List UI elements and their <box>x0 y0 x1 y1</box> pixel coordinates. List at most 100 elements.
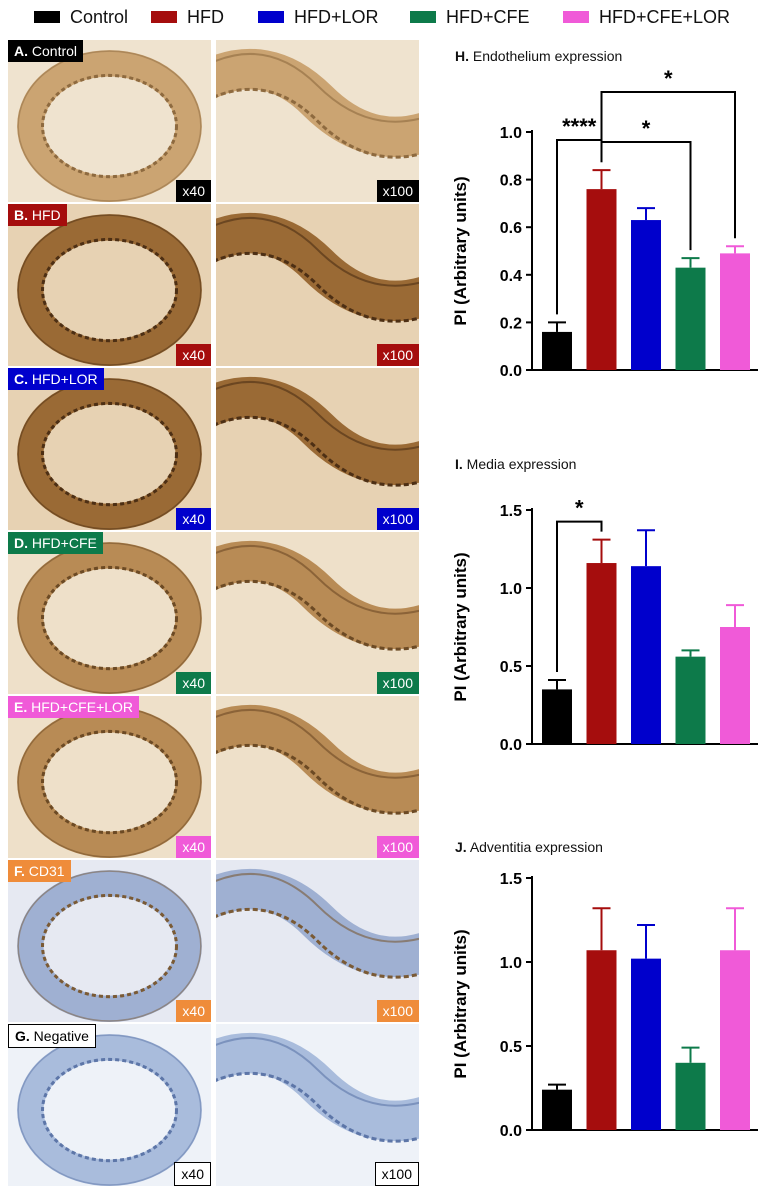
legend-swatch <box>563 11 589 23</box>
y-tick-label: 1.5 <box>500 871 522 888</box>
legend-item-hfd-cfe-lor: HFD+CFE+LOR <box>563 6 730 28</box>
legend-item-hfd: HFD <box>151 6 224 28</box>
tissue-texture <box>8 860 211 1022</box>
chart-title-j: J. Adventitia expression <box>455 839 603 855</box>
bar <box>631 566 661 744</box>
y-tick-label: 0.6 <box>500 220 522 237</box>
panel-name: Control <box>28 43 78 59</box>
panel-letter: G. <box>15 1028 30 1044</box>
chart-title-text: Endothelium expression <box>472 48 623 64</box>
magnification-label: x100 <box>376 836 419 858</box>
magnification-label: x40 <box>176 180 211 202</box>
legend-swatch <box>151 11 177 23</box>
bar <box>542 331 572 370</box>
tissue-texture <box>216 1024 419 1186</box>
legend-label: HFD+LOR <box>294 6 379 27</box>
magnification-label: x40 <box>176 836 211 858</box>
significance-label: **** <box>562 114 597 139</box>
significance-label: * <box>664 66 673 91</box>
tissue-texture <box>8 368 211 530</box>
chart-title-text: Media expression <box>466 456 577 472</box>
bar <box>586 950 617 1130</box>
tissue-texture <box>216 532 419 694</box>
panel-label: C. HFD+LOR <box>8 368 104 390</box>
micrograph-x100: x100 <box>216 1024 419 1186</box>
chart-letter: H. <box>455 48 469 64</box>
micrograph-x40: B. HFD x40 <box>8 204 211 366</box>
panel-label: G. Negative <box>8 1024 96 1048</box>
micrograph-x100: x100 <box>216 696 419 858</box>
panel-letter: A. <box>14 43 28 59</box>
tissue-texture <box>216 860 419 1022</box>
panel-label: B. HFD <box>8 204 67 226</box>
legend-swatch <box>410 11 436 23</box>
micrograph-x100: x100 <box>216 860 419 1022</box>
micrograph-x100: x100 <box>216 204 419 366</box>
magnification-label: x40 <box>176 344 211 366</box>
micrograph-x40: G. Negative x40 <box>8 1024 211 1186</box>
micrograph-x40: E. HFD+CFE+LOR x40 <box>8 696 211 858</box>
bar <box>542 689 572 744</box>
y-tick-label: 0.4 <box>500 268 522 285</box>
significance-bracket <box>600 91 736 239</box>
chart-title-text: Adventitia expression <box>469 839 603 855</box>
magnification-label: x100 <box>376 672 419 694</box>
chart-title-i: I. Media expression <box>455 456 576 472</box>
chart-adventitia: PI (Arbitrary units) 0.0 0.5 1.0 1.5 <box>451 871 758 1140</box>
micrograph-x40: C. HFD+LOR x40 <box>8 368 211 530</box>
bar <box>586 563 617 744</box>
tissue-texture <box>216 696 419 858</box>
y-tick-label: 0.5 <box>500 1039 522 1056</box>
micrograph-x100: x100 <box>216 40 419 202</box>
magnification-label: x100 <box>376 508 419 530</box>
panel-label: F. CD31 <box>8 860 71 882</box>
micrograph-x100: x100 <box>216 368 419 530</box>
chart-letter: I. <box>455 456 463 472</box>
tissue-texture <box>8 532 211 694</box>
significance-label: * <box>575 496 584 521</box>
chart-letter: J. <box>455 839 467 855</box>
legend-item-control: Control <box>34 6 128 28</box>
y-axis-label: PI (Arbitrary units) <box>451 929 470 1078</box>
legend: Control HFD HFD+LOR HFD+CFE HFD+CFE+LOR <box>0 0 772 36</box>
tissue-texture <box>216 40 419 202</box>
tissue-texture <box>8 696 211 858</box>
bar <box>631 958 661 1130</box>
tissue-texture <box>8 1024 211 1186</box>
tissue-texture <box>216 368 419 530</box>
micrograph-x40: F. CD31 x40 <box>8 860 211 1022</box>
legend-item-hfd-lor: HFD+LOR <box>258 6 379 28</box>
magnification-label: x40 <box>174 1162 211 1186</box>
legend-swatch <box>34 11 60 23</box>
panel-name: HFD+CFE <box>28 535 97 551</box>
bar <box>675 267 706 370</box>
micrograph-x40: A. Control x40 <box>8 40 211 202</box>
significance-bracket <box>556 520 603 673</box>
magnification-label: x100 <box>374 1162 419 1186</box>
y-tick-label: 1.0 <box>500 581 522 598</box>
panel-letter: B. <box>14 207 28 223</box>
tissue-texture <box>216 204 419 366</box>
panel-name: Negative <box>29 1028 89 1044</box>
legend-label: HFD+CFE <box>446 6 530 27</box>
magnification-label: x40 <box>176 672 211 694</box>
y-tick-label: 0.0 <box>500 1123 522 1140</box>
y-axis-label: PI (Arbitrary units) <box>451 552 470 701</box>
panel-name: HFD+LOR <box>28 371 98 387</box>
panel-name: HFD+CFE+LOR <box>27 699 134 715</box>
panel-label: A. Control <box>8 40 84 62</box>
micrograph-grid: A. Control x40 x100 B. HFD x40 x100 C. HFD+LOR… <box>8 40 419 1190</box>
bar <box>631 220 661 370</box>
magnification-label: x40 <box>176 508 211 530</box>
micrograph-x100: x100 <box>216 532 419 694</box>
panel-letter: C. <box>14 371 28 387</box>
micrograph-x40: D. HFD+CFE x40 <box>8 532 211 694</box>
bar <box>675 656 706 744</box>
legend-label: Control <box>70 6 129 27</box>
magnification-label: x100 <box>376 344 419 366</box>
tissue-texture <box>8 40 211 202</box>
tissue-texture <box>8 204 211 366</box>
legend-swatch <box>258 11 284 23</box>
panel-letter: F. <box>14 863 25 879</box>
chart-media: PI (Arbitrary units) 0.0 0.5 1.0 1.5 * <box>451 496 758 754</box>
